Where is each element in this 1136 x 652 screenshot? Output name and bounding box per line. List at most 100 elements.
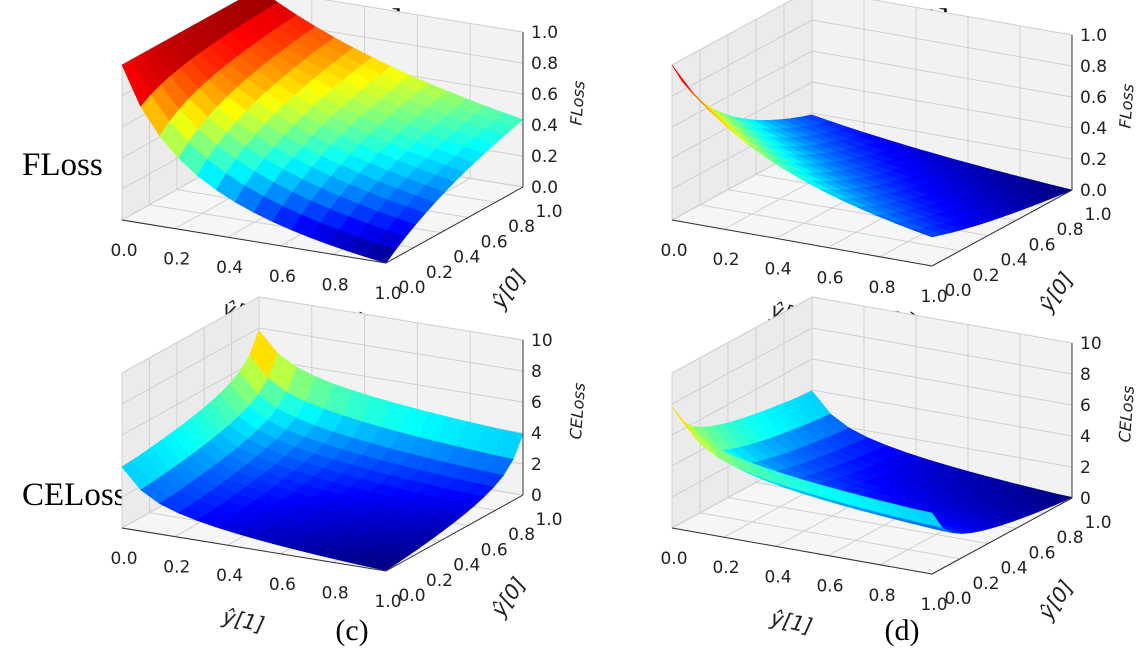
gridline: [811, 112, 1073, 160]
y-tick-label: 0.2: [972, 574, 999, 594]
gridline: [811, 327, 1073, 375]
x-tick-label: 0.8: [322, 275, 349, 295]
y-tick-label: 1.0: [535, 510, 562, 530]
x-axis-label: ŷ[1]: [219, 604, 266, 637]
x-axis-line: [121, 527, 387, 572]
x-axis-label: ŷ[1]: [767, 606, 814, 639]
z-tick-label: 0: [531, 486, 542, 506]
gridline: [671, 0, 793, 66]
z-tick-label: 0.4: [1080, 119, 1107, 139]
gridline: [258, 296, 524, 341]
gridline: [121, 327, 260, 405]
z-tick-label: 0.6: [531, 85, 558, 105]
x-tick-label: 0.0: [110, 241, 137, 261]
x-tick-label: 1.0: [920, 287, 947, 307]
gridline: [671, 358, 813, 436]
gridline: [811, 50, 1073, 98]
y-tick-label: 0.8: [508, 525, 535, 545]
gridline: [811, 358, 1073, 406]
y-axis-label: ŷ[0]: [486, 265, 530, 314]
x-tick-label: 0.6: [816, 269, 843, 289]
y-tick-label: 0.4: [453, 556, 480, 576]
x-axis-line: [671, 219, 933, 267]
panel-b-floss-gt11: 0.0 0.2 0.4 0.6 0.8 1.00.00.20.40.60.81.00.00…: [660, 0, 1136, 339]
row-label-celoss: CELoss: [22, 477, 127, 513]
z-tick-label: 0.0: [1080, 181, 1107, 201]
gridline: [871, 0, 1073, 36]
y-tick-label: 0.4: [1000, 559, 1027, 579]
gridline: [699, 512, 961, 560]
x-tick-label: 0.0: [660, 241, 687, 261]
z-tick-label: 0.4: [531, 116, 558, 136]
gridline: [811, 81, 1073, 129]
z-tick-label: 0.8: [1080, 57, 1107, 77]
y-tick-label: 0.0: [398, 278, 425, 298]
gridline: [258, 327, 524, 372]
x-tick-label: 0.8: [868, 586, 895, 606]
z-tick-label: 10: [1080, 334, 1102, 354]
z-tick-label: 10: [531, 331, 553, 351]
x-axis-line: [121, 219, 387, 264]
z-tick-label: 8: [531, 362, 542, 382]
panel-label: (c): [335, 614, 368, 647]
gridline: [727, 497, 989, 545]
z-tick-label: 2: [1080, 458, 1091, 478]
z-tick-label: 0.2: [531, 147, 558, 167]
gridline: [323, 0, 524, 33]
y-tick-label: 0.8: [508, 217, 535, 237]
panel-d-celoss-gt11: 0.0 0.2 0.4 0.6 0.8 1.00.00.20.40.60.81.00246…: [660, 296, 1136, 647]
surface-patch: [366, 559, 397, 571]
gridline: [121, 358, 260, 436]
z-axis-label: CELoss: [566, 382, 589, 440]
x-tick-label: 0.4: [764, 567, 791, 587]
gridline: [671, 19, 813, 97]
x-tick-label: 0.6: [269, 267, 296, 287]
x-tick-label: 1.0: [374, 284, 401, 304]
y-tick-label: 0.2: [972, 266, 999, 286]
y-axis-label: ŷ[0]: [1034, 576, 1078, 625]
y-axis-line: [385, 494, 524, 572]
y-tick-label: 0.8: [1056, 528, 1083, 548]
y-tick-label: 1.0: [1084, 513, 1111, 533]
gridline: [811, 296, 1073, 344]
y-axis-line: [931, 189, 1073, 267]
x-tick-label: 0.6: [816, 577, 843, 597]
x-tick-label: 0.0: [110, 549, 137, 569]
y-tick-label: 0.4: [1000, 251, 1027, 271]
z-tick-label: 1.0: [531, 23, 558, 43]
x-tick-label: 0.2: [712, 558, 739, 578]
z-tick-label: 2: [531, 455, 542, 475]
z-tick-label: 6: [1080, 396, 1091, 416]
z-tick-label: 4: [531, 424, 542, 444]
y-tick-label: 0.0: [944, 281, 971, 301]
y-tick-label: 0.2: [426, 571, 453, 591]
z-axis-label: FLoss: [1115, 83, 1136, 129]
y-tick-label: 0.6: [1028, 235, 1055, 255]
y-tick-label: 0.0: [398, 586, 425, 606]
z-tick-label: 0.2: [1080, 150, 1107, 170]
y-tick-label: 1.0: [1084, 205, 1111, 225]
y-axis-label: ŷ[0]: [1034, 268, 1078, 317]
z-tick-label: 0: [1080, 489, 1091, 509]
z-tick-label: 4: [1080, 427, 1091, 447]
x-tick-label: 0.2: [712, 250, 739, 270]
z-tick-label: 1.0: [1080, 26, 1107, 46]
y-tick-label: 1.0: [535, 202, 562, 222]
gridline: [699, 204, 961, 252]
panel-c-celoss-gt01: 0.0 0.2 0.4 0.6 0.8 1.00.00.20.40.60.81.00246…: [110, 296, 589, 647]
x-tick-label: 0.8: [868, 278, 895, 298]
y-tick-label: 0.8: [1056, 220, 1083, 240]
row-label-floss: FLoss: [22, 147, 103, 183]
gridline: [121, 296, 260, 374]
y-tick-label: 0.6: [481, 540, 508, 560]
gridline: [811, 19, 1073, 67]
x-axis-line: [671, 527, 933, 575]
x-tick-label: 0.2: [163, 558, 190, 578]
y-tick-label: 0.0: [944, 589, 971, 609]
z-tick-label: 0.6: [1080, 88, 1107, 108]
z-tick-label: 8: [1080, 365, 1091, 385]
gridline: [671, 50, 813, 128]
x-tick-label: 0.4: [216, 566, 243, 586]
gridline: [671, 296, 813, 374]
